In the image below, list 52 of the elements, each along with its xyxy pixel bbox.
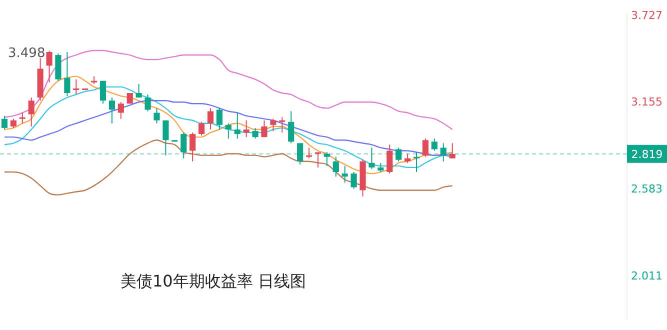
candlestick [46,50,52,83]
candlestick [207,108,214,130]
candlestick [180,132,187,159]
candlestick [118,102,124,120]
candlestick [64,51,70,97]
candlestick [350,172,357,190]
line-series [4,76,453,174]
annotation: 3.498 [8,46,46,62]
y-tick-label: 3.155 [631,96,662,109]
candlestick [413,152,420,173]
candlestick [270,118,276,132]
candlestick [396,147,402,162]
candlestick [225,122,232,140]
y-tick-label: 2.011 [631,270,662,283]
y-tick-label: 2.583 [631,182,662,196]
y-tick-label: 3.727 [631,8,662,22]
candlestick [422,138,429,158]
candlestick [10,118,16,128]
candlestick [19,112,26,124]
candlestick [261,120,268,138]
candlestick [342,165,348,184]
ref-line-label: 2.819 [631,148,663,161]
candlestick [449,142,456,159]
candlestick [386,144,393,174]
candlestick [144,94,151,112]
candlestick [243,120,250,138]
candlestick [378,162,384,173]
candlestick [28,97,34,127]
candlestick [314,152,322,168]
candlestick [1,115,8,130]
candlestick [216,108,222,130]
candlestick [306,147,312,159]
candlestick [332,156,339,178]
candlestick [100,80,106,104]
candlestick [279,116,286,134]
candlestick [324,152,330,166]
candlestick [136,83,142,98]
candlestick [297,142,304,165]
candlestick [108,97,116,124]
candlestick [162,120,169,156]
candlestick [288,110,294,144]
candlestick [404,153,411,164]
candlestick [368,147,375,170]
candlestick [252,127,258,140]
text: 美债10年期收益率 日线图 [120,272,306,291]
candlestick [431,138,438,152]
candlestick [190,132,196,162]
candlestick [234,112,240,140]
candlestick [198,121,205,136]
candlestick [154,108,160,124]
candlestick [440,142,446,162]
candlestick [73,78,80,96]
